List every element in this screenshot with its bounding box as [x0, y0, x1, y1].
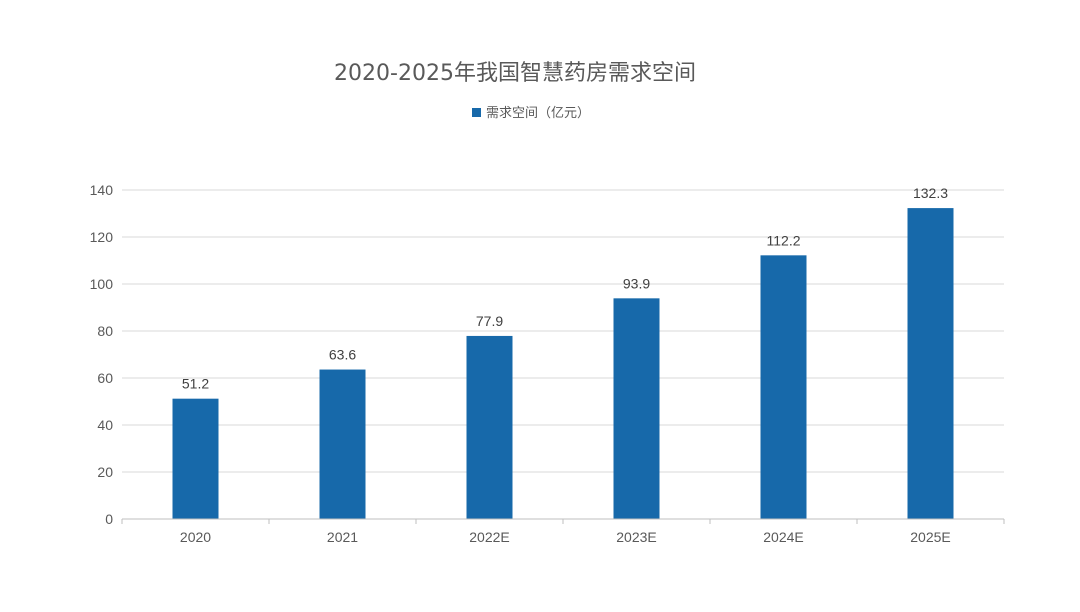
bar	[907, 208, 954, 519]
y-tick-label: 100	[90, 276, 114, 292]
y-tick-label: 20	[97, 464, 113, 480]
bar	[613, 298, 660, 519]
x-tick-label: 2021	[327, 529, 358, 545]
y-tick-label: 60	[97, 370, 113, 386]
x-tick-label: 2020	[180, 529, 211, 545]
x-axis-ticks: 2020 2021 2022E 2023E 2024E 2025E	[180, 529, 951, 545]
legend: 需求空间（亿元）	[472, 106, 590, 121]
bar	[466, 335, 513, 519]
data-label: 93.9	[623, 275, 650, 291]
legend-swatch	[472, 108, 481, 117]
data-label: 77.9	[476, 313, 503, 329]
y-tick-label: 40	[97, 417, 113, 433]
data-label: 132.3	[913, 185, 948, 201]
data-label: 63.6	[329, 347, 356, 363]
y-tick-label: 80	[97, 323, 113, 339]
gridlines	[122, 189, 1004, 473]
data-label: 51.2	[182, 376, 209, 392]
x-tick-label: 2025E	[910, 529, 950, 545]
x-tick-label: 2024E	[763, 529, 803, 545]
x-tick-label: 2022E	[469, 529, 509, 545]
y-tick-label: 0	[105, 511, 113, 527]
chart-title: 2020-2025年我国智慧药房需求空间	[334, 61, 696, 86]
data-labels: 51.2 63.6 77.9 93.9 112.2 132.3	[182, 185, 948, 392]
bars	[172, 208, 954, 519]
bar	[760, 255, 807, 519]
x-axis	[121, 518, 1005, 524]
x-tick-label: 2023E	[616, 529, 656, 545]
data-label: 112.2	[767, 232, 801, 248]
y-tick-label: 120	[90, 229, 114, 245]
y-tick-label: 140	[90, 182, 114, 198]
y-axis-ticks: 0 20 40 60 80 100 120 140	[90, 182, 114, 527]
legend-label: 需求空间（亿元）	[486, 106, 590, 121]
bar	[319, 369, 366, 519]
bar	[172, 398, 219, 519]
